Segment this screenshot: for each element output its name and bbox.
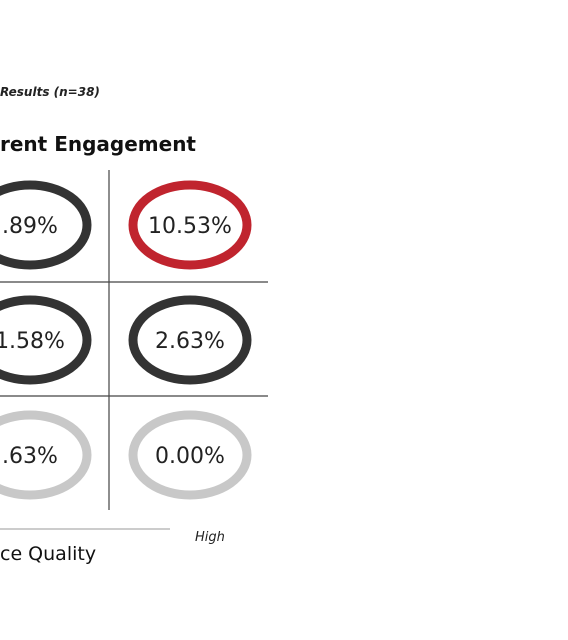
cell-value-r2-c1: 0.00% bbox=[155, 444, 225, 469]
cell-value-r2-c0: .63% bbox=[2, 444, 58, 469]
cell-value-r0-c1: 10.53% bbox=[148, 214, 232, 239]
cell-value-r0-c0: .89% bbox=[2, 214, 58, 239]
x-axis-high-label: High bbox=[195, 530, 225, 545]
chart-title: rent Engagement bbox=[0, 132, 196, 156]
cell-value-r1-c0: 1.58% bbox=[0, 329, 65, 354]
ring-r1-c0 bbox=[0, 295, 92, 385]
chart-subtitle: Results (n=38) bbox=[0, 85, 100, 99]
ring-r1-c1 bbox=[128, 295, 252, 385]
ring-r2-c1 bbox=[128, 410, 252, 500]
ring-r2-c0 bbox=[0, 410, 92, 500]
x-axis-label: ce Quality bbox=[0, 543, 97, 565]
ring-r0-c1 bbox=[128, 180, 252, 270]
ring-r0-c0 bbox=[0, 180, 92, 270]
cell-value-r1-c1: 2.63% bbox=[155, 329, 225, 354]
